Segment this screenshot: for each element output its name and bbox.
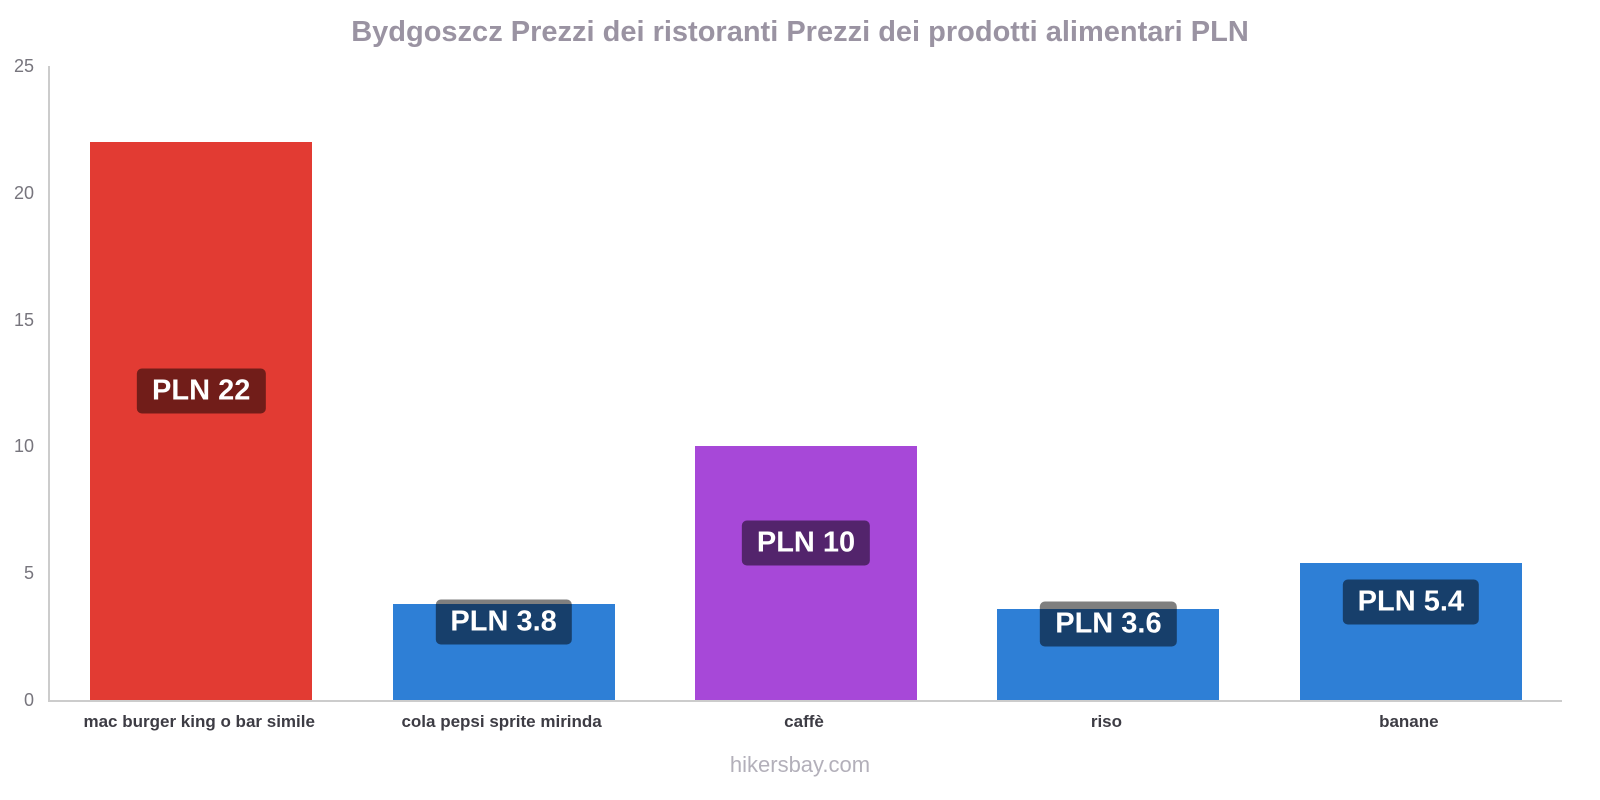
bar: PLN 3.6 (997, 601, 1220, 700)
x-axis-label: banane (1379, 712, 1439, 731)
y-tick-label: 10 (13, 436, 34, 457)
bar-slot: PLN 3.8 (352, 66, 654, 700)
bar-slot: PLN 5.4 (1260, 66, 1562, 700)
bar: PLN 22 (90, 142, 313, 700)
bar-slot: PLN 10 (655, 66, 957, 700)
bar: PLN 3.8 (392, 599, 615, 700)
bar: PLN 5.4 (1299, 563, 1522, 700)
bars-container: PLN 22 PLN 3.8 PLN 10 PLN 3.6 PLN 5.4 (50, 66, 1562, 700)
x-axis-label: riso (1090, 712, 1123, 731)
x-axis-label: cola pepsi sprite mirinda (401, 712, 602, 731)
bar-value-label: PLN 3.8 (435, 599, 572, 645)
bar-slot: PLN 22 (50, 66, 352, 700)
y-tick-label: 20 (13, 182, 34, 203)
y-tick-label: 5 (23, 563, 34, 584)
bar-slot: PLN 3.6 (957, 66, 1259, 700)
watermark-text: hikersbay.com (729, 752, 871, 777)
x-axis-label: caffè (784, 712, 824, 731)
plot-area: PLN 22 PLN 3.8 PLN 10 PLN 3.6 PLN 5.4 (48, 66, 1562, 702)
bar-value-label: PLN 10 (741, 520, 871, 566)
bar: PLN 10 (695, 446, 918, 700)
bar-value-label: PLN 3.6 (1040, 601, 1177, 647)
y-tick-label: 0 (23, 690, 34, 710)
x-axis-label: mac burger king o bar simile (83, 712, 315, 731)
x-axis-labels: mac burger king o bar simile cola pepsi s… (48, 712, 1560, 732)
bar-value-label: PLN 22 (137, 368, 266, 414)
y-axis: 0 5 10 15 20 25 (0, 57, 42, 709)
y-tick-label: 25 (13, 56, 34, 76)
chart-title: Bydgoszcz Prezzi dei ristoranti Prezzi d… (351, 16, 1249, 48)
y-tick-label: 15 (13, 309, 34, 330)
bar-value-label: PLN 5.4 (1342, 579, 1480, 625)
